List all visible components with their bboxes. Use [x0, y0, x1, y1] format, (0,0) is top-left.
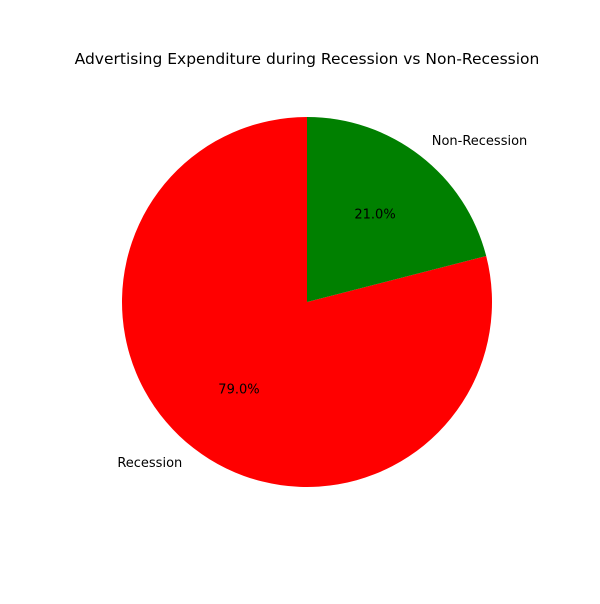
slices-layer [122, 117, 492, 487]
slice-label-non-recession: Non-Recession [432, 134, 528, 149]
labels-layer: Recession 79.0% Non-Recession 21.0% [117, 134, 527, 471]
slice-pct-non-recession: 21.0% [354, 207, 395, 222]
pie-slice-non-recession [307, 117, 487, 302]
slice-label-recession: Recession [117, 456, 182, 471]
slice-pct-recession: 79.0% [218, 383, 259, 398]
chart-title: Advertising Expenditure during Recession… [75, 50, 540, 68]
